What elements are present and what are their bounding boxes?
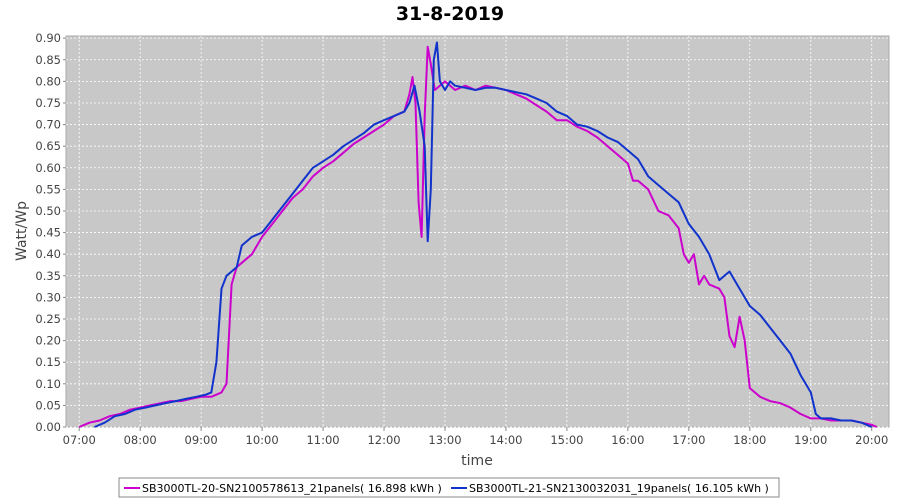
y-tick-label: 0.05 (35, 398, 61, 412)
x-tick-label: 07:00 (63, 433, 96, 447)
x-axis-ticks: 07:00 08:00 09:00 10:00 11:00 12:00 13:00 14:00… (63, 427, 888, 447)
x-tick-label: 11:00 (306, 433, 339, 447)
x-tick-label: 13:00 (428, 433, 461, 447)
y-axis-ticks: 0.00 0.05 0.10 0.15 0.20 0.25 0.30 0.35 0.40 0.45… (35, 31, 66, 434)
x-tick-label: 12:00 (367, 433, 400, 447)
y-tick-label: 0.45 (35, 226, 61, 240)
y-tick-label: 0.40 (35, 247, 61, 261)
legend-label-series-1: SB3000TL-20-SN2100578613_21panels( 16.89… (142, 482, 442, 495)
series-line-2 (94, 41, 873, 428)
y-tick-label: 0.70 (35, 118, 61, 132)
legend: SB3000TL-20-SN2100578613_21panels( 16.89… (118, 477, 780, 498)
x-tick-label: 17:00 (672, 433, 705, 447)
y-tick-label: 0.10 (35, 377, 61, 391)
x-tick-label: 20:00 (855, 433, 888, 447)
y-tick-label: 0.20 (35, 334, 61, 348)
y-tick-label: 0.00 (35, 420, 61, 434)
x-tick-label: 09:00 (185, 433, 218, 447)
y-tick-label: 0.60 (35, 161, 61, 175)
y-tick-label: 0.15 (35, 355, 61, 369)
x-tick-label: 19:00 (794, 433, 827, 447)
x-tick-label: 15:00 (550, 433, 583, 447)
grid-lines (66, 36, 889, 428)
x-axis-label: time (461, 453, 493, 469)
y-axis-label: Watt/Wp (14, 201, 30, 261)
y-tick-label: 0.30 (35, 290, 61, 304)
chart-title: 31-8-2019 (396, 3, 504, 25)
y-tick-label: 0.25 (35, 312, 61, 326)
y-tick-label: 0.90 (35, 31, 61, 45)
y-tick-label: 0.50 (35, 204, 61, 218)
y-tick-label: 0.80 (35, 74, 61, 88)
y-tick-label: 0.75 (35, 96, 61, 110)
plot-area (65, 35, 890, 428)
x-tick-label: 08:00 (124, 433, 157, 447)
series-lines (78, 41, 878, 428)
x-tick-label: 10:00 (246, 433, 279, 447)
y-tick-label: 0.65 (35, 139, 61, 153)
legend-box (118, 477, 780, 498)
y-tick-label: 0.35 (35, 269, 61, 283)
y-tick-label: 0.55 (35, 182, 61, 196)
x-tick-label: 18:00 (733, 433, 766, 447)
x-tick-label: 14:00 (489, 433, 522, 447)
x-tick-label: 16:00 (611, 433, 644, 447)
y-tick-label: 0.85 (35, 53, 61, 67)
legend-label-series-2: SB3000TL-21-SN2130032031_19panels( 16.10… (469, 482, 769, 495)
